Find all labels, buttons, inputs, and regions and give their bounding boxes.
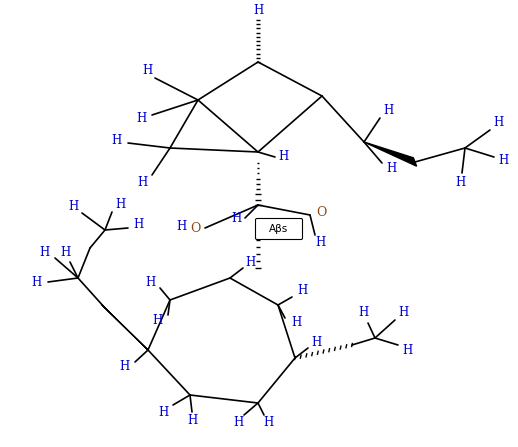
Text: H: H xyxy=(311,336,321,349)
Text: H: H xyxy=(111,134,121,147)
Text: H: H xyxy=(493,117,503,130)
Text: H: H xyxy=(245,256,255,269)
Text: H: H xyxy=(145,277,155,290)
Text: H: H xyxy=(253,4,263,17)
Text: H: H xyxy=(119,360,129,374)
Text: H: H xyxy=(133,219,143,232)
Text: H: H xyxy=(231,211,241,224)
Text: H: H xyxy=(152,313,162,326)
Text: H: H xyxy=(402,343,412,357)
Text: H: H xyxy=(233,416,243,429)
Text: H: H xyxy=(142,63,152,76)
Text: O: O xyxy=(190,222,200,235)
Text: H: H xyxy=(39,245,49,258)
Text: H: H xyxy=(398,305,408,319)
Text: H: H xyxy=(31,275,41,288)
Text: H: H xyxy=(315,236,325,249)
Text: H: H xyxy=(60,245,70,258)
Text: H: H xyxy=(176,219,186,232)
Text: H: H xyxy=(115,198,125,211)
Text: H: H xyxy=(158,405,168,418)
Text: H: H xyxy=(383,104,393,117)
Polygon shape xyxy=(364,142,416,166)
Polygon shape xyxy=(102,305,148,350)
Text: H: H xyxy=(291,316,301,329)
Text: O: O xyxy=(316,207,326,219)
Text: H: H xyxy=(263,417,273,430)
Text: H: H xyxy=(187,413,197,426)
Text: H: H xyxy=(297,283,307,296)
Text: H: H xyxy=(278,151,288,164)
Text: H: H xyxy=(68,201,78,214)
FancyBboxPatch shape xyxy=(255,219,303,240)
Text: H: H xyxy=(498,153,508,166)
Text: H: H xyxy=(137,176,147,189)
Text: H: H xyxy=(136,111,146,125)
Text: H: H xyxy=(386,161,396,174)
Text: H: H xyxy=(455,176,465,189)
Text: Aβs: Aβs xyxy=(269,224,289,234)
Text: H: H xyxy=(358,307,368,320)
